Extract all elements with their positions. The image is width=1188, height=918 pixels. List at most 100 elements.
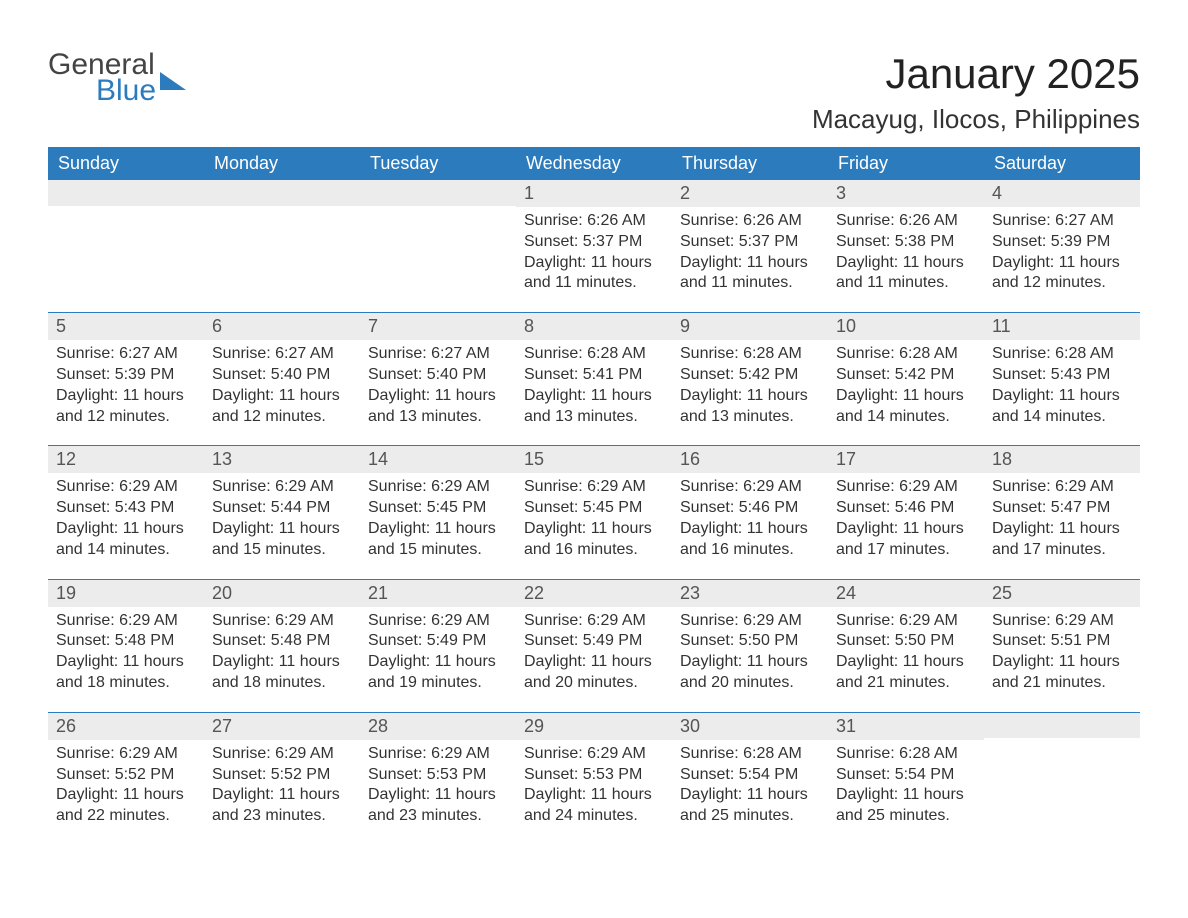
daylight-line: Daylight: 11 hours and 16 minutes. <box>524 519 664 561</box>
day-number: 3 <box>828 180 984 207</box>
day-body: Sunrise: 6:26 AMSunset: 5:37 PMDaylight:… <box>516 207 672 312</box>
day-number: 12 <box>48 445 204 473</box>
calendar-day: 26Sunrise: 6:29 AMSunset: 5:52 PMDayligh… <box>48 712 204 845</box>
day-number: 11 <box>984 312 1140 340</box>
calendar-day: 11Sunrise: 6:28 AMSunset: 5:43 PMDayligh… <box>984 312 1140 445</box>
day-number: 7 <box>360 312 516 340</box>
sunset-line: Sunset: 5:45 PM <box>368 498 508 519</box>
calendar-day: 14Sunrise: 6:29 AMSunset: 5:45 PMDayligh… <box>360 445 516 578</box>
sunset-line: Sunset: 5:53 PM <box>524 765 664 786</box>
calendar-day: 4Sunrise: 6:27 AMSunset: 5:39 PMDaylight… <box>984 180 1140 312</box>
calendar-day: 22Sunrise: 6:29 AMSunset: 5:49 PMDayligh… <box>516 579 672 712</box>
sunrise-line: Sunrise: 6:29 AM <box>992 611 1132 632</box>
header: General Blue January 2025 Macayug, Iloco… <box>48 50 1140 135</box>
day-body: Sunrise: 6:29 AMSunset: 5:45 PMDaylight:… <box>516 473 672 578</box>
calendar-day: 20Sunrise: 6:29 AMSunset: 5:48 PMDayligh… <box>204 579 360 712</box>
sunset-line: Sunset: 5:50 PM <box>836 631 976 652</box>
daylight-line: Daylight: 11 hours and 18 minutes. <box>56 652 196 694</box>
sunset-line: Sunset: 5:53 PM <box>368 765 508 786</box>
day-number: 29 <box>516 712 672 740</box>
calendar-day: 27Sunrise: 6:29 AMSunset: 5:52 PMDayligh… <box>204 712 360 845</box>
calendar-day: 15Sunrise: 6:29 AMSunset: 5:45 PMDayligh… <box>516 445 672 578</box>
calendar-day: 16Sunrise: 6:29 AMSunset: 5:46 PMDayligh… <box>672 445 828 578</box>
day-body: Sunrise: 6:29 AMSunset: 5:53 PMDaylight:… <box>360 740 516 845</box>
day-number: 2 <box>672 180 828 207</box>
daylight-line: Daylight: 11 hours and 12 minutes. <box>992 253 1132 295</box>
calendar-day: 28Sunrise: 6:29 AMSunset: 5:53 PMDayligh… <box>360 712 516 845</box>
day-body: Sunrise: 6:29 AMSunset: 5:45 PMDaylight:… <box>360 473 516 578</box>
calendar-week: 12Sunrise: 6:29 AMSunset: 5:43 PMDayligh… <box>48 445 1140 578</box>
daylight-line: Daylight: 11 hours and 13 minutes. <box>680 386 820 428</box>
day-body: Sunrise: 6:26 AMSunset: 5:38 PMDaylight:… <box>828 207 984 312</box>
daylight-line: Daylight: 11 hours and 11 minutes. <box>680 253 820 295</box>
calendar-day: 30Sunrise: 6:28 AMSunset: 5:54 PMDayligh… <box>672 712 828 845</box>
calendar-day: 5Sunrise: 6:27 AMSunset: 5:39 PMDaylight… <box>48 312 204 445</box>
sunrise-line: Sunrise: 6:28 AM <box>836 744 976 765</box>
calendar-table: SundayMondayTuesdayWednesdayThursdayFrid… <box>48 147 1140 845</box>
day-body: Sunrise: 6:26 AMSunset: 5:37 PMDaylight:… <box>672 207 828 312</box>
sunrise-line: Sunrise: 6:27 AM <box>212 344 352 365</box>
sunrise-line: Sunrise: 6:27 AM <box>56 344 196 365</box>
day-number: 14 <box>360 445 516 473</box>
sunrise-line: Sunrise: 6:29 AM <box>56 611 196 632</box>
day-number: 8 <box>516 312 672 340</box>
calendar-week: 19Sunrise: 6:29 AMSunset: 5:48 PMDayligh… <box>48 579 1140 712</box>
day-number: 13 <box>204 445 360 473</box>
calendar-body: 1Sunrise: 6:26 AMSunset: 5:37 PMDaylight… <box>48 180 1140 845</box>
day-number: 1 <box>516 180 672 207</box>
calendar-day <box>360 180 516 312</box>
sunset-line: Sunset: 5:40 PM <box>368 365 508 386</box>
day-number: 30 <box>672 712 828 740</box>
daylight-line: Daylight: 11 hours and 17 minutes. <box>836 519 976 561</box>
calendar-day: 17Sunrise: 6:29 AMSunset: 5:46 PMDayligh… <box>828 445 984 578</box>
sunset-line: Sunset: 5:37 PM <box>524 232 664 253</box>
sunset-line: Sunset: 5:38 PM <box>836 232 976 253</box>
calendar-day: 13Sunrise: 6:29 AMSunset: 5:44 PMDayligh… <box>204 445 360 578</box>
day-number: 26 <box>48 712 204 740</box>
day-body: Sunrise: 6:29 AMSunset: 5:48 PMDaylight:… <box>204 607 360 712</box>
day-body: Sunrise: 6:28 AMSunset: 5:54 PMDaylight:… <box>672 740 828 845</box>
location: Macayug, Ilocos, Philippines <box>812 104 1140 135</box>
sunrise-line: Sunrise: 6:29 AM <box>524 477 664 498</box>
day-body: Sunrise: 6:29 AMSunset: 5:48 PMDaylight:… <box>48 607 204 712</box>
day-body: Sunrise: 6:29 AMSunset: 5:51 PMDaylight:… <box>984 607 1140 712</box>
daylight-line: Daylight: 11 hours and 16 minutes. <box>680 519 820 561</box>
day-number: 21 <box>360 579 516 607</box>
daylight-line: Daylight: 11 hours and 24 minutes. <box>524 785 664 827</box>
sunrise-line: Sunrise: 6:29 AM <box>56 477 196 498</box>
daylight-line: Daylight: 11 hours and 21 minutes. <box>992 652 1132 694</box>
day-number: 15 <box>516 445 672 473</box>
day-number: 23 <box>672 579 828 607</box>
sunrise-line: Sunrise: 6:29 AM <box>680 477 820 498</box>
sunrise-line: Sunrise: 6:28 AM <box>992 344 1132 365</box>
day-number: 25 <box>984 579 1140 607</box>
sunset-line: Sunset: 5:49 PM <box>524 631 664 652</box>
day-number-empty <box>204 180 360 206</box>
sunrise-line: Sunrise: 6:29 AM <box>524 744 664 765</box>
sunrise-line: Sunrise: 6:28 AM <box>680 344 820 365</box>
day-number: 20 <box>204 579 360 607</box>
daylight-line: Daylight: 11 hours and 23 minutes. <box>368 785 508 827</box>
day-body: Sunrise: 6:29 AMSunset: 5:52 PMDaylight:… <box>204 740 360 845</box>
sunset-line: Sunset: 5:42 PM <box>836 365 976 386</box>
daylight-line: Daylight: 11 hours and 20 minutes. <box>524 652 664 694</box>
calendar-day: 18Sunrise: 6:29 AMSunset: 5:47 PMDayligh… <box>984 445 1140 578</box>
sunset-line: Sunset: 5:43 PM <box>992 365 1132 386</box>
day-body-empty <box>984 738 1140 838</box>
sunset-line: Sunset: 5:47 PM <box>992 498 1132 519</box>
day-number-empty <box>48 180 204 206</box>
daylight-line: Daylight: 11 hours and 14 minutes. <box>836 386 976 428</box>
day-body: Sunrise: 6:29 AMSunset: 5:46 PMDaylight:… <box>672 473 828 578</box>
daylight-line: Daylight: 11 hours and 12 minutes. <box>212 386 352 428</box>
calendar-day: 1Sunrise: 6:26 AMSunset: 5:37 PMDaylight… <box>516 180 672 312</box>
daylight-line: Daylight: 11 hours and 21 minutes. <box>836 652 976 694</box>
day-number: 5 <box>48 312 204 340</box>
calendar-day: 19Sunrise: 6:29 AMSunset: 5:48 PMDayligh… <box>48 579 204 712</box>
sunrise-line: Sunrise: 6:28 AM <box>680 744 820 765</box>
sunset-line: Sunset: 5:54 PM <box>680 765 820 786</box>
calendar-week: 5Sunrise: 6:27 AMSunset: 5:39 PMDaylight… <box>48 312 1140 445</box>
day-body: Sunrise: 6:27 AMSunset: 5:40 PMDaylight:… <box>204 340 360 445</box>
daylight-line: Daylight: 11 hours and 25 minutes. <box>680 785 820 827</box>
calendar-day: 23Sunrise: 6:29 AMSunset: 5:50 PMDayligh… <box>672 579 828 712</box>
day-number: 18 <box>984 445 1140 473</box>
